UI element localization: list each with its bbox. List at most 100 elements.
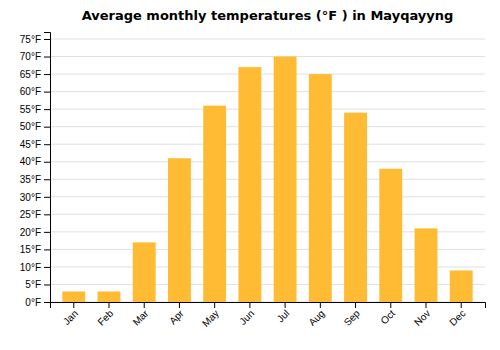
tick-label: 10°F xyxy=(20,262,41,273)
tick-mark xyxy=(73,302,74,308)
grid-line xyxy=(50,91,485,92)
tick: Jun xyxy=(237,302,256,327)
tick: Dec xyxy=(447,302,467,328)
grid xyxy=(50,39,485,302)
grid-line xyxy=(50,214,485,215)
tick-label: Dec xyxy=(447,308,467,328)
tick-mark xyxy=(214,302,215,308)
tick-mark xyxy=(44,302,50,303)
axis-line xyxy=(44,33,51,303)
tick-mark xyxy=(44,92,50,93)
tick-label: 35°F xyxy=(20,174,41,185)
tick: 20°F xyxy=(20,227,50,238)
tick-mark xyxy=(44,162,50,163)
tick: May xyxy=(200,302,221,329)
y-axis: 0°F5°F10°F15°F20°F25°F30°F35°F40°F45°F50… xyxy=(20,33,51,308)
bar xyxy=(344,113,367,302)
tick-mark xyxy=(44,109,50,110)
tick: Jan xyxy=(61,302,80,327)
tick-label: 25°F xyxy=(20,209,41,220)
tick-mark xyxy=(44,74,50,75)
bar xyxy=(309,74,332,302)
bar xyxy=(274,57,297,302)
tick-mark xyxy=(44,232,50,233)
tick-mark xyxy=(44,144,50,145)
tick-label: 20°F xyxy=(20,227,41,238)
grid-line xyxy=(50,161,485,162)
tick-mark xyxy=(144,302,145,308)
tick-label: Apr xyxy=(167,307,186,326)
tick: Jul xyxy=(275,302,292,324)
tick: 55°F xyxy=(20,104,50,115)
tick: Oct xyxy=(378,302,397,326)
tick-mark xyxy=(179,302,180,308)
tick-label: 60°F xyxy=(20,86,41,97)
grid-line xyxy=(50,196,485,197)
tick-label: 30°F xyxy=(20,192,41,203)
tick: 65°F xyxy=(20,69,50,80)
tick-mark xyxy=(44,284,50,285)
tick-mark xyxy=(44,57,50,58)
tick-label: Aug xyxy=(306,308,326,328)
tick-mark xyxy=(108,302,109,308)
tick-label: 55°F xyxy=(20,104,41,115)
grid-line xyxy=(50,74,485,75)
tick-mark xyxy=(44,249,50,250)
tick-mark xyxy=(44,214,50,215)
tick: 0°F xyxy=(25,297,50,308)
tick-label: 75°F xyxy=(20,34,41,45)
tick-mark xyxy=(390,302,391,308)
bar xyxy=(238,67,261,302)
chart: 0°F5°F10°F15°F20°F25°F30°F35°F40°F45°F50… xyxy=(0,0,500,350)
bar xyxy=(379,169,402,302)
tick: 30°F xyxy=(20,192,50,203)
plot: 0°F5°F10°F15°F20°F25°F30°F35°F40°F45°F50… xyxy=(20,33,486,329)
tick-label: Jul xyxy=(275,308,292,325)
tick: Aug xyxy=(306,302,326,328)
bar xyxy=(415,228,438,302)
grid-line xyxy=(50,179,485,180)
tick-label: Jan xyxy=(61,308,80,327)
tick-label: 0°F xyxy=(25,297,41,308)
tick: 50°F xyxy=(20,121,50,132)
tick-label: May xyxy=(200,308,221,329)
tick-label: Oct xyxy=(378,308,397,327)
tick: Mar xyxy=(131,302,151,328)
tick-mark xyxy=(44,127,50,128)
tick: 15°F xyxy=(20,244,50,255)
tick-mark xyxy=(461,302,462,308)
tick: 35°F xyxy=(20,174,50,185)
bar xyxy=(168,158,191,302)
title: Average monthly temperatures (°F ) in Ma… xyxy=(82,8,454,23)
tick-mark xyxy=(249,302,250,308)
tick-mark xyxy=(44,179,50,180)
tick: 5°F xyxy=(25,279,50,290)
grid-line xyxy=(50,109,485,110)
tick: Apr xyxy=(167,302,186,326)
tick-mark xyxy=(44,197,50,198)
tick-label: 65°F xyxy=(20,69,41,80)
grid-line xyxy=(50,144,485,145)
tick-mark xyxy=(426,302,427,308)
tick-label: 70°F xyxy=(20,51,41,62)
axis-line xyxy=(51,303,486,309)
tick-label: Feb xyxy=(95,307,115,327)
tick: 75°F xyxy=(20,34,50,45)
tick-mark xyxy=(44,39,50,40)
tick-mark xyxy=(320,302,321,308)
bar xyxy=(203,106,226,302)
bars xyxy=(62,57,472,302)
tick-label: Jun xyxy=(237,308,256,327)
bar xyxy=(450,270,473,302)
bar xyxy=(62,291,85,302)
tick: 25°F xyxy=(20,209,50,220)
tick-label: Sep xyxy=(342,307,363,328)
tick: Sep xyxy=(342,302,363,328)
tick-label: Nov xyxy=(412,308,432,328)
bar xyxy=(98,291,121,302)
tick: 45°F xyxy=(20,139,50,150)
tick-mark xyxy=(44,267,50,268)
x-axis: Jan Feb Mar Apr May Jun Jul Aug Sep Oct Nov Dec xyxy=(51,302,486,329)
tick: 70°F xyxy=(20,51,50,62)
tick: 10°F xyxy=(20,262,50,273)
